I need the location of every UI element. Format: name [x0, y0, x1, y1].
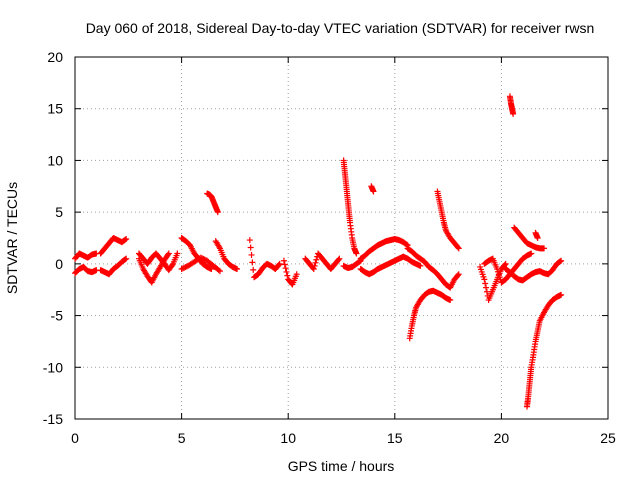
data-point	[214, 209, 221, 216]
data-point	[483, 288, 490, 295]
data-point	[501, 261, 508, 268]
data-point	[293, 271, 300, 278]
data-point	[234, 266, 241, 273]
data-point	[122, 236, 129, 243]
data-point	[310, 266, 317, 273]
data-point	[496, 274, 503, 281]
data-point	[510, 110, 517, 117]
data-point	[311, 262, 318, 269]
data-point	[123, 255, 130, 262]
data-point	[528, 250, 535, 257]
data-point	[455, 271, 462, 278]
data-points	[72, 93, 565, 410]
data-point	[336, 255, 343, 262]
data-point	[208, 266, 215, 273]
data-point	[281, 261, 288, 268]
data-point	[276, 260, 283, 267]
x-tick-label: 25	[600, 430, 616, 446]
data-point	[494, 268, 501, 275]
data-point	[483, 284, 490, 291]
data-point	[417, 262, 424, 269]
y-tick-label: 5	[55, 204, 63, 220]
data-point	[370, 188, 377, 195]
data-point	[455, 245, 462, 252]
x-tick-label: 15	[387, 430, 403, 446]
data-point	[216, 268, 223, 275]
data-point	[335, 256, 342, 263]
data-point	[249, 259, 256, 266]
data-point	[123, 236, 130, 243]
data-point	[557, 258, 564, 265]
y-tick-label: 20	[47, 49, 63, 65]
data-point	[558, 291, 565, 298]
data-point	[502, 260, 509, 267]
data-point	[248, 251, 255, 258]
data-point	[174, 250, 181, 257]
data-point	[246, 237, 253, 244]
data-point	[481, 276, 488, 283]
data-point	[454, 272, 461, 279]
data-point	[164, 251, 171, 258]
data-point	[247, 244, 254, 251]
data-point	[275, 261, 282, 268]
data-point	[541, 245, 548, 252]
x-tick-label: 0	[71, 430, 79, 446]
data-point	[169, 262, 176, 269]
data-point	[122, 256, 129, 263]
data-point	[215, 267, 222, 274]
plot-frame	[74, 56, 609, 420]
grid	[75, 57, 608, 419]
data-point	[356, 258, 363, 265]
x-tick-label: 10	[280, 430, 296, 446]
y-tick-label: -10	[43, 359, 63, 375]
axis-ticks: 0 5 10 15 20 25 -15 -10 -5 0 5 10 15 20	[43, 49, 616, 446]
y-tick-label: 15	[47, 101, 63, 117]
y-tick-label: 0	[55, 256, 63, 272]
chart-title: Day 060 of 2018, Sidereal Day-to-day VTE…	[86, 20, 595, 36]
data-point	[250, 266, 257, 273]
x-axis-label: GPS time / hours	[288, 458, 395, 474]
data-point	[282, 265, 289, 272]
data-point	[353, 250, 360, 257]
data-point	[447, 297, 454, 304]
data-point	[284, 272, 291, 279]
y-tick-label: -5	[51, 308, 64, 324]
y-tick-label: -15	[43, 411, 63, 427]
data-point	[482, 280, 489, 287]
data-point	[165, 250, 172, 257]
y-tick-label: 10	[47, 152, 63, 168]
data-point	[454, 244, 461, 251]
x-tick-label: 20	[494, 430, 510, 446]
data-point	[313, 256, 320, 263]
data-point	[558, 257, 565, 264]
data-point	[280, 257, 287, 264]
y-axis-label: SDTVAR / TECUs	[4, 182, 20, 294]
data-point	[283, 268, 290, 275]
data-point	[534, 235, 541, 241]
data-point	[494, 266, 501, 273]
x-tick-label: 5	[178, 430, 186, 446]
data-point	[312, 259, 319, 266]
data-point	[495, 271, 502, 278]
data-point	[403, 241, 410, 248]
